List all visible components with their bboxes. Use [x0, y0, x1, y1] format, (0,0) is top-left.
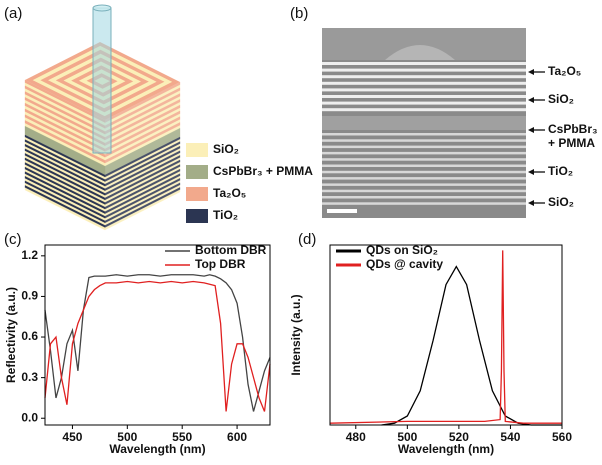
arrow-head	[528, 127, 534, 133]
y-tick-label: 0.0	[21, 410, 38, 424]
sem-layer	[322, 133, 526, 136]
sem-layer	[322, 151, 526, 155]
light-tube	[92, 7, 112, 154]
legend-label: QDs on SiO₂	[366, 243, 438, 257]
panel-label: (d)	[298, 231, 316, 248]
layer-label: SiO₂	[548, 92, 574, 106]
sem-layer	[322, 139, 526, 142]
panel-label: (c)	[4, 231, 22, 248]
layer-label: SiO₂	[548, 195, 574, 209]
plot-frame	[329, 244, 563, 426]
legend-swatch	[186, 165, 208, 179]
legend-label: TiO₂	[213, 208, 238, 222]
x-tick-label: 560	[552, 430, 572, 444]
panel-label: (b)	[290, 5, 308, 22]
series-line	[44, 280, 271, 412]
arrow-head	[528, 200, 534, 206]
legend-label: Bottom DBR	[195, 243, 267, 257]
legend-swatch	[186, 187, 208, 201]
legend-label: Top DBR	[195, 257, 246, 271]
x-tick-label: 600	[227, 430, 247, 444]
y-tick-label: 0.3	[21, 370, 38, 384]
sem-layer	[322, 68, 526, 72]
y-tick-label: 0.9	[21, 289, 38, 303]
y-axis-label: Reflectivity (a.u.)	[4, 287, 18, 383]
layer-label: Ta₂O₅	[548, 64, 581, 78]
panel-label: (a)	[4, 5, 22, 22]
arrow-head	[528, 169, 534, 175]
sem-layer	[322, 183, 526, 186]
x-tick-label: 450	[62, 430, 82, 444]
sem-layer	[322, 81, 526, 85]
layer-strip	[104, 189, 181, 231]
layer-diagram: SiO₂ CsPbBr₃ + PMMA Ta₂O₅ TiO₂	[24, 4, 313, 231]
x-tick-label: 500	[397, 430, 417, 444]
sem-layer	[322, 62, 526, 65]
sem-image	[322, 28, 526, 218]
sem-layer	[322, 189, 526, 193]
x-tick-label: 540	[500, 430, 520, 444]
sem-layer	[322, 158, 526, 161]
sem-layer	[322, 116, 526, 130]
sem-layer	[322, 196, 526, 199]
y-axis-label: Intensity (a.u.)	[289, 294, 303, 375]
sem-layer	[322, 177, 526, 180]
sem-layer	[322, 95, 526, 98]
legend-label: Ta₂O₅	[213, 186, 246, 200]
y-tick-label: 1.2	[21, 248, 38, 262]
series-line	[329, 250, 562, 424]
sem-layer	[322, 88, 526, 92]
x-axis-label: Wavelength (nm)	[109, 442, 205, 456]
layer-label: CsPbBr₃	[548, 122, 598, 136]
sem-layer	[322, 164, 526, 167]
x-axis-label: Wavelength (nm)	[398, 442, 494, 456]
legend-swatch	[186, 143, 208, 157]
sem-layer	[322, 145, 526, 149]
arrow-head	[528, 97, 534, 103]
light-tube-top	[92, 4, 112, 12]
legend-label: SiO₂	[213, 142, 239, 156]
x-tick-label: 550	[172, 430, 192, 444]
legend-label: QDs @ cavity	[366, 257, 443, 271]
layer-label: TiO₂	[548, 164, 573, 178]
series-line	[44, 274, 271, 412]
layer-label: + PMMA	[548, 136, 595, 150]
sem-layer	[322, 75, 526, 79]
x-tick-label: 500	[117, 430, 137, 444]
plot-frame	[44, 244, 271, 426]
scale-bar	[327, 209, 357, 213]
arrow-head	[528, 69, 534, 75]
series-line	[381, 265, 562, 426]
sem-layer	[322, 108, 526, 112]
x-tick-label: 480	[346, 430, 366, 444]
legend-label: CsPbBr₃ + PMMA	[213, 164, 313, 178]
sem-bump	[385, 45, 455, 60]
y-tick-label: 0.6	[21, 329, 38, 343]
legend-swatch	[186, 209, 208, 223]
sem-layer	[322, 101, 526, 105]
sem-layer	[322, 170, 526, 174]
sem-top	[322, 28, 526, 60]
x-tick-label: 520	[449, 430, 469, 444]
sem-layer	[322, 202, 526, 205]
